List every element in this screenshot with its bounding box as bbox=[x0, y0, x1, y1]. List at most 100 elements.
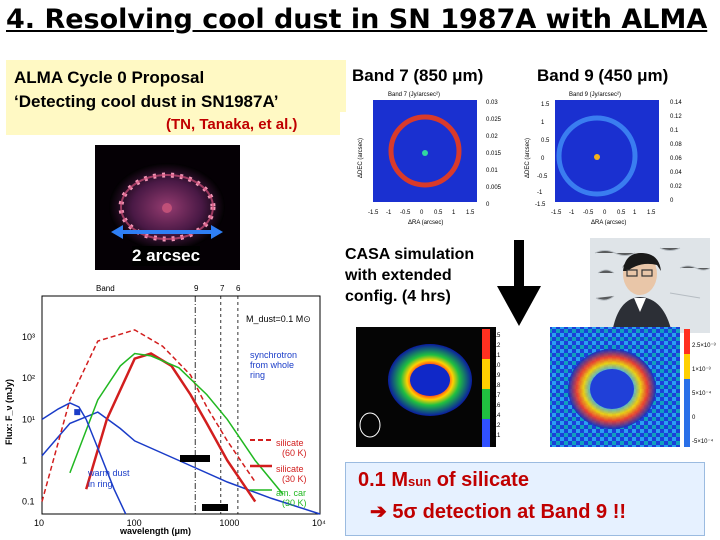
x-tick-label: 10⁴ bbox=[312, 518, 326, 528]
cbar-tick: 0.02 bbox=[670, 184, 682, 190]
y-tick: 1.5 bbox=[541, 102, 550, 108]
legend-label: silicate bbox=[276, 464, 304, 474]
y-tick: 1 bbox=[541, 120, 545, 126]
x-tick-label: 10 bbox=[34, 518, 44, 528]
y-tick-label: 10³ bbox=[22, 332, 35, 342]
band7-title: Band 7 (850 μm) bbox=[352, 66, 484, 85]
y-tick-label: 1 bbox=[22, 455, 27, 465]
y-tick-label: 10² bbox=[22, 373, 35, 383]
cbar-tick: 0.02 bbox=[486, 134, 498, 140]
band-label: 7 bbox=[220, 284, 225, 293]
cbar-tick: -5×10⁻⁴ bbox=[692, 438, 714, 445]
band7-colorbar-ticks: 0.03 0.025 0.02 0.015 0.01 0.005 0 bbox=[486, 100, 502, 208]
series-line bbox=[41, 411, 321, 515]
cbar-tick: 0.01 bbox=[486, 168, 498, 174]
cbar-tick: 2.5×10⁻³ bbox=[692, 343, 716, 349]
cbar-tick: 0.12 bbox=[670, 114, 682, 120]
cbar-tick: 1×10⁻³ bbox=[692, 367, 711, 373]
result-line-2: ➔ 5σ detection at Band 9 !! bbox=[370, 501, 627, 523]
cbar-tick: 1.5 bbox=[492, 333, 501, 339]
legend-label: (30 K) bbox=[282, 498, 307, 508]
x-tick: 1 bbox=[452, 210, 456, 216]
band-label: 9 bbox=[194, 284, 199, 293]
band7-ring bbox=[388, 114, 462, 188]
legend-label: warm dust bbox=[87, 468, 130, 478]
series-line bbox=[41, 329, 256, 502]
band-label: 6 bbox=[236, 284, 241, 293]
band9-colorbar-ticks: 0.14 0.12 0.1 0.08 0.06 0.04 0.02 0 bbox=[670, 100, 682, 204]
down-arrow-icon bbox=[497, 240, 541, 326]
band9-header: Band 9 (Jy/arcsec²) bbox=[569, 92, 621, 98]
y-tick: -1.5 bbox=[535, 202, 546, 208]
cbar-tick: 0.03 bbox=[486, 100, 498, 106]
sim-colorbar-ticks-left: 1.5 1.2 1.1 1.0 0.9 0.8 0.7 0.6 0.4 0.2 … bbox=[492, 333, 501, 449]
x-tick: 0.5 bbox=[617, 210, 626, 216]
y-tick: 0.5 bbox=[541, 138, 550, 144]
cbar-tick: 0.08 bbox=[670, 142, 682, 148]
x-tick: -0.5 bbox=[583, 210, 594, 216]
x-tick: 1.5 bbox=[647, 210, 656, 216]
cbar-tick: 1.0 bbox=[492, 363, 501, 369]
cbar-tick: 0.1 bbox=[492, 433, 501, 439]
legend-label: (60 K) bbox=[282, 448, 307, 458]
x-tick: -1.5 bbox=[368, 210, 379, 216]
x-tick: 0.5 bbox=[434, 210, 443, 216]
series-line bbox=[85, 352, 257, 503]
cbar-tick: 0.025 bbox=[486, 117, 502, 123]
band9-xlabel: ΔRA (arcsec) bbox=[591, 220, 626, 226]
band7-ylabel: ΔDEC (arcsec) bbox=[358, 138, 364, 178]
cbar-tick: 0.8 bbox=[492, 383, 501, 389]
band9-model-panel: Band 9 (Jy/arcsec²) 1.5 1 0.5 0 -0.5 -1 … bbox=[525, 92, 682, 226]
cbar-tick: 0.2 bbox=[492, 423, 501, 429]
page-title: 4. Resolving cool dust in SN 1987A with … bbox=[6, 4, 708, 35]
person-photo bbox=[590, 238, 710, 333]
legend-label: synchrotron bbox=[250, 350, 297, 360]
cbar-tick: 0.005 bbox=[486, 185, 502, 191]
legend-label: silicate bbox=[276, 438, 304, 448]
sed-chart: 10 100 1000 10⁴ 10³ 10² 10¹ 1 0.1 Band 9 7 6 M_d… bbox=[4, 284, 326, 536]
sim-band9-panel: 2.5×10⁻³ 1×10⁻³ 5×10⁻⁴ 0 -5×10⁻⁴ bbox=[550, 327, 716, 447]
cbar-tick: 0.7 bbox=[492, 393, 501, 399]
cbar-tick: 1.1 bbox=[492, 353, 501, 359]
legend: synchrotron from whole ring silicate (60… bbox=[87, 350, 307, 508]
cbar-tick: 0.4 bbox=[492, 413, 501, 419]
sim-band7-panel: 1.5 1.2 1.1 1.0 0.9 0.8 0.7 0.6 0.4 0.2 … bbox=[356, 327, 501, 449]
x-tick: 0 bbox=[420, 210, 424, 216]
x-tick-label: 100 bbox=[127, 518, 142, 528]
series-line bbox=[41, 402, 127, 515]
legend-label: from whole bbox=[250, 360, 294, 370]
cbar-tick: 0.1 bbox=[670, 128, 679, 134]
cbar-tick: 0.04 bbox=[670, 170, 682, 176]
sim-colorbar-ticks-right: 2.5×10⁻³ 1×10⁻³ 5×10⁻⁴ 0 -5×10⁻⁴ bbox=[692, 343, 716, 445]
result-box: 0.1 Msun of silicate ➔ 5σ detection at B… bbox=[345, 462, 705, 536]
legend-label: am. car bbox=[276, 488, 306, 498]
result-sun-subscript: sun bbox=[408, 474, 432, 489]
result-material: of silicate bbox=[431, 469, 529, 491]
band9-center bbox=[594, 154, 600, 160]
result-mass: 0.1 M bbox=[358, 469, 409, 491]
x-tick: 1 bbox=[633, 210, 637, 216]
result-line-1: 0.1 Msun of silicate bbox=[358, 469, 529, 492]
cbar-tick: 0 bbox=[670, 198, 674, 204]
data-point bbox=[74, 409, 81, 416]
x-tick: -0.5 bbox=[400, 210, 411, 216]
casa-line: with extended bbox=[345, 267, 452, 284]
plot-frame bbox=[41, 295, 321, 515]
y-tick: 0 bbox=[541, 156, 545, 162]
arcsec-label: 2 arcsec bbox=[132, 246, 201, 266]
casa-text: CASA simulation with extended config. (4… bbox=[345, 244, 525, 307]
cbar-tick: 1.2 bbox=[492, 343, 501, 349]
series-line bbox=[69, 352, 284, 495]
band7-xlabel: ΔRA (arcsec) bbox=[408, 220, 443, 226]
band9-marker bbox=[180, 455, 210, 462]
y-tick-label: 0.1 bbox=[22, 497, 35, 507]
cbar-tick: 0.015 bbox=[486, 151, 502, 157]
band7-model-panel: Band 7 (Jy/arcsec²) ΔDEC (arcsec) 0.03 0… bbox=[340, 92, 502, 226]
band9-ring bbox=[556, 115, 638, 197]
x-tick: 1.5 bbox=[466, 210, 475, 216]
casa-line: config. (4 hrs) bbox=[345, 288, 451, 305]
band7-xaxis-ticks: -1.5 -1 -0.5 0 0.5 1 1.5 bbox=[368, 210, 475, 216]
band9-title: Band 9 (450 μm) bbox=[537, 66, 669, 85]
band9-xaxis-ticks: -1.5 -1 -0.5 0 0.5 1 1.5 bbox=[551, 210, 656, 216]
band7-marker bbox=[202, 504, 228, 511]
